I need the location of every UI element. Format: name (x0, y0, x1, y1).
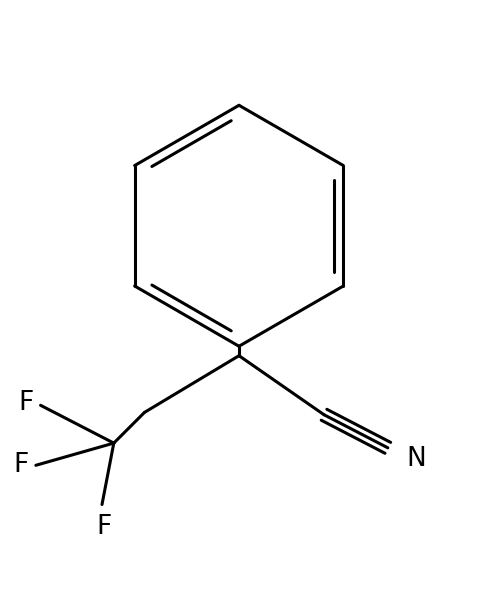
Text: N: N (407, 446, 426, 472)
Text: F: F (18, 390, 33, 416)
Text: F: F (97, 514, 112, 540)
Text: F: F (13, 452, 29, 478)
